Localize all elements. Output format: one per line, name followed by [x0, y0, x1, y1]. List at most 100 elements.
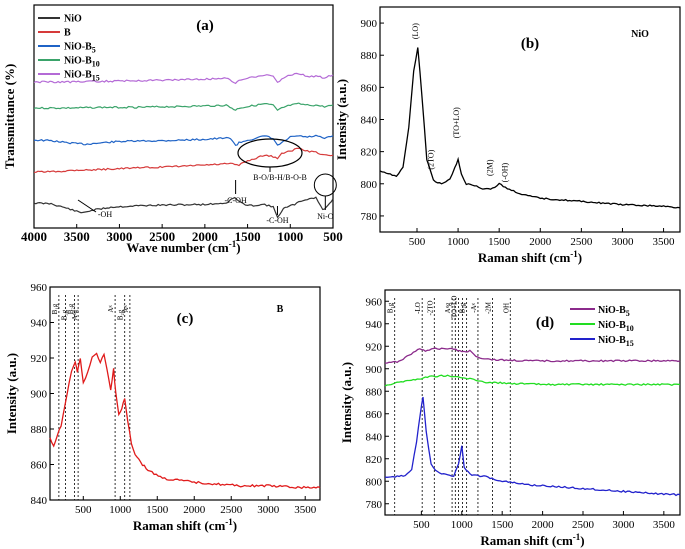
- y-tick-label: 800: [366, 476, 383, 488]
- y-tick-label: 780: [366, 499, 383, 511]
- peak-annotation: B₃g: [60, 309, 68, 320]
- y-tick-label: 820: [361, 147, 378, 159]
- label-main: NiO-B: [598, 335, 626, 346]
- legend-label: NiO-B15: [598, 335, 634, 348]
- x-axis-label: Raman shift (cm-1): [480, 532, 584, 548]
- peak-annotation: (LO): [411, 23, 420, 39]
- x-axis-label-part: -1: [225, 517, 233, 527]
- x-tick-label: 1500: [491, 519, 514, 531]
- x-tick-label: 500: [413, 519, 430, 531]
- x-tick-label: 2500: [220, 504, 243, 516]
- peak-annotation: -LO: [414, 302, 422, 314]
- y-tick-label: 900: [361, 18, 378, 30]
- y-tick-label: 840: [31, 495, 48, 507]
- panel-label-b: (b): [521, 36, 539, 52]
- peak-annotation: Aᵍg: [71, 309, 79, 320]
- x-tick-label: 3500: [294, 504, 317, 516]
- panel-c: 500 1000 1500 2000 2500 3000 3500 840 860 880 900 9…: [4, 282, 321, 533]
- panel-label-a: (a): [196, 18, 214, 34]
- peak-annotation: Aᵍ: [122, 305, 130, 312]
- peak-annotation: (-OH): [500, 162, 509, 182]
- annotation-coh-2: -C-OH: [266, 216, 288, 225]
- arrow-oh: [77, 199, 97, 213]
- x-tick-label: 1500: [235, 229, 261, 244]
- label-sub: 15: [92, 74, 100, 83]
- x-axis-label-part: ): [233, 518, 237, 533]
- peak-annotation: (TO+LO): [452, 107, 461, 138]
- x-tick-label: 3500: [653, 236, 676, 248]
- label-main: NiO-B: [64, 70, 92, 81]
- legend-label: NiO-B5: [64, 42, 96, 55]
- y-tick-label: 800: [361, 179, 378, 191]
- plot-frame-a: [33, 4, 334, 229]
- x-axis-label-part: -1: [229, 239, 237, 249]
- series-line-NiO: [379, 47, 681, 209]
- y-tick-label: 940: [31, 318, 48, 330]
- annotation-coh-1: -C-OH: [225, 196, 247, 205]
- y-tick-label: 880: [366, 386, 383, 398]
- peak-annotation: B₂g: [117, 309, 125, 320]
- series-line-NiO-B10: [384, 374, 681, 387]
- legend-label: NiO: [64, 14, 82, 25]
- x-tick-label: 3000: [257, 504, 280, 516]
- peak-annotation: B₂g: [67, 303, 75, 314]
- y-tick-label: 920: [366, 341, 383, 353]
- peak-annotation: -Aᵍ: [470, 303, 478, 313]
- x-axis-label: Raman shift (cm-1): [478, 249, 582, 265]
- series-line-B: [34, 147, 334, 173]
- x-tick-label: 2000: [532, 519, 555, 531]
- x-tick-label: 2500: [572, 519, 595, 531]
- x-tick-label: 1500: [488, 236, 511, 248]
- y-tick-label: 960: [366, 296, 383, 308]
- panel-b: 500 1000 1500 2000 2500 3000 3500 780 800 820 840 8…: [334, 6, 681, 265]
- x-tick-label: 3000: [611, 236, 634, 248]
- legend-label: NiO-B5: [598, 305, 630, 318]
- peak-annotation: Aᵍ: [107, 305, 115, 312]
- x-tick-label: 2000: [183, 504, 206, 516]
- y-axis-label: Intensity (a.u.): [339, 362, 354, 443]
- y-tick-label: 840: [361, 115, 378, 127]
- series-line-NiO-B5: [33, 134, 334, 146]
- series-line-NiO-B10: [33, 102, 334, 112]
- x-tick-label: 500: [409, 236, 426, 248]
- peak-annotation: B₁g: [387, 302, 395, 313]
- panel-title-b: NiO: [631, 29, 649, 40]
- x-axis-label-part: -1: [573, 532, 581, 542]
- x-tick-label: 4000: [21, 229, 47, 244]
- x-tick-label: 2000: [529, 236, 552, 248]
- peak-annotation: OH: [502, 303, 510, 313]
- y-tick-label: 960: [31, 282, 48, 294]
- peak-annotation: -TO+LO: [451, 296, 459, 321]
- panel-d: 500 1000 1500 2000 2500 3000 3500 780 800 820 840 8…: [339, 289, 681, 548]
- x-axis-label-part: -1: [570, 249, 578, 259]
- x-axis-label-part: ): [578, 250, 582, 265]
- panel-a: 4000 3500 3000 2500 2000 1500 1000 500 Wave numb…: [2, 4, 343, 255]
- label-main: NiO: [64, 14, 82, 25]
- series-line-NiO-B15: [33, 72, 334, 85]
- label-main: NiO-B: [64, 56, 92, 67]
- x-tick-label: 3500: [64, 229, 90, 244]
- peak-annotation: B₂g: [459, 302, 467, 313]
- y-tick-label: 780: [361, 211, 378, 223]
- peak-annotation: -2M: [484, 301, 492, 314]
- y-tick-label: 880: [361, 50, 378, 62]
- x-axis-label-part: ): [580, 533, 584, 548]
- y-tick-label: 940: [366, 319, 383, 331]
- annotation-nio: Ni-O: [317, 212, 334, 221]
- legend-label: B: [64, 28, 71, 39]
- peak-annotation: Aᵍg: [444, 302, 452, 313]
- peak-annotation: -2TO: [426, 300, 434, 315]
- series-line-NiO-B5: [384, 347, 681, 364]
- annotation-oh: -OH: [98, 210, 112, 219]
- label-main: NiO-B: [64, 42, 92, 53]
- x-axis-label-part: ): [236, 240, 240, 255]
- x-axis-label-part: Wave number (cm: [126, 240, 228, 255]
- series-line-NiO: [33, 196, 334, 219]
- x-tick-label: 1000: [277, 229, 303, 244]
- label-main: B: [64, 28, 71, 39]
- series-line-B: [49, 352, 321, 490]
- label-sub: 10: [92, 60, 100, 69]
- y-tick-label: 920: [31, 353, 48, 365]
- x-axis-label: Wave number (cm-1): [126, 239, 240, 255]
- peak-annotation: B₁g: [51, 303, 59, 314]
